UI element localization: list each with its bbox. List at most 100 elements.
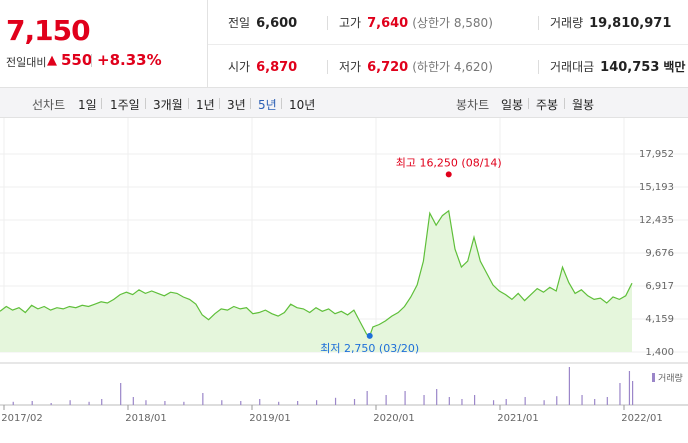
y-tick-label: 4,159 — [645, 314, 674, 325]
volume-bar — [492, 400, 495, 405]
high-value: 7,640 — [367, 16, 409, 31]
volume-bar — [474, 395, 476, 405]
divider — [145, 98, 146, 109]
volume-bar — [50, 403, 52, 405]
volume-bar — [31, 401, 33, 405]
change-value: 550 — [61, 51, 93, 69]
volume-bar — [12, 401, 14, 405]
divider — [327, 60, 328, 74]
period-1y[interactable]: 1년 — [196, 98, 215, 112]
day-low: 저가 6,720 (하한가 4,620) — [339, 58, 493, 75]
x-tick-label: 2018/01 — [125, 413, 167, 424]
candle-daily[interactable]: 일봉 — [501, 98, 524, 112]
volume-bar — [297, 401, 299, 405]
low-marker — [366, 332, 373, 339]
volume-bar — [120, 383, 122, 405]
volume-bar — [278, 401, 280, 405]
volume-bar — [101, 399, 103, 405]
trade-value-unit: 백만 — [663, 60, 686, 74]
divider — [538, 60, 539, 74]
y-tick-label: 6,917 — [645, 281, 674, 292]
volume: 거래량 19,810,971 — [550, 14, 671, 31]
high-label: 고가 — [339, 16, 362, 30]
prev-close-value: 6,600 — [256, 16, 298, 31]
divider — [281, 98, 282, 109]
volume-bar — [524, 397, 526, 405]
upper-limit: (상한가 8,580) — [412, 16, 493, 30]
volume-bar — [556, 396, 558, 405]
period-5y[interactable]: 5년 — [258, 98, 277, 112]
change-percent: +8.33% — [97, 51, 162, 69]
volume-bar — [202, 393, 204, 405]
high-annotation: 최고 16,250 (08/14) — [396, 156, 502, 169]
volume-bar — [259, 399, 261, 405]
chart-toolbar: 선차트 1일 1주일 3개월 1년 3년 5년 10년 봉차트 일봉 주봉 월봉 — [0, 88, 688, 118]
price-chart-svg: 최고 16,250 (08/14) 최저 2,750 (03/20) 17,952… — [0, 118, 688, 424]
volume-value: 19,810,971 — [589, 16, 672, 31]
low-value: 6,720 — [367, 60, 409, 75]
x-tick-label: 2022/01 — [621, 413, 663, 424]
open-label: 시가 — [228, 60, 251, 74]
divider — [564, 98, 565, 109]
open-price: 시가 6,870 — [228, 58, 297, 75]
divider — [219, 98, 220, 109]
volume-bar — [145, 400, 147, 405]
period-1d[interactable]: 1일 — [78, 98, 97, 112]
y-tick-label: 17,952 — [639, 149, 674, 160]
x-tick-label: 2017/02 — [1, 413, 43, 424]
volume-legend-swatch — [652, 373, 655, 382]
row-divider — [208, 44, 688, 45]
volume-bar — [632, 381, 634, 405]
volume-bar — [240, 401, 242, 405]
day-high: 고가 7,640 (상한가 8,580) — [339, 14, 493, 31]
x-tick-label: 2019/01 — [249, 413, 291, 424]
period-3m[interactable]: 3개월 — [153, 98, 183, 112]
volume-bar — [132, 397, 134, 405]
quote-header: 7,150 전일대비 ▲ 550 +8.33% 전일 6,600 고가 7,640(… — [0, 0, 688, 88]
volume-bar — [461, 399, 463, 405]
divider — [101, 98, 102, 109]
volume-bar — [606, 397, 608, 405]
price-area — [0, 210, 632, 352]
volume-bar — [543, 400, 545, 405]
divider — [188, 98, 189, 109]
low-label: 저가 — [339, 60, 362, 74]
volume-bar — [385, 395, 387, 405]
candle-monthly[interactable]: 월봉 — [572, 98, 595, 112]
volume-bar — [619, 383, 621, 405]
volume-bar — [334, 397, 337, 405]
volume-bar — [436, 389, 438, 405]
trade-value-label: 거래대금 — [550, 60, 595, 74]
line-chart-label: 선차트 — [32, 98, 66, 112]
volume-bar — [594, 399, 596, 405]
candle-weekly[interactable]: 주봉 — [536, 98, 559, 112]
volume-bar — [366, 391, 368, 405]
price-chart[interactable]: 최고 16,250 (08/14) 최저 2,750 (03/20) 17,952… — [0, 118, 688, 439]
trade-value-value: 140,753 — [600, 60, 660, 75]
period-1w[interactable]: 1주일 — [110, 98, 140, 112]
volume-bar — [448, 397, 450, 405]
price-line — [0, 209, 633, 337]
volume-legend-label: 거래량 — [658, 372, 683, 384]
volume-bar — [505, 399, 507, 405]
x-tick-label: 2021/01 — [497, 413, 539, 424]
candle-chart-label: 봉차트 — [456, 98, 490, 112]
divider — [538, 16, 539, 30]
y-tick-label: 9,676 — [645, 248, 674, 259]
volume-bar — [316, 400, 318, 405]
volume-bar — [353, 399, 356, 405]
y-tick-label: 15,193 — [639, 182, 674, 193]
volume-bar — [404, 391, 406, 405]
volume-bar — [183, 401, 185, 405]
divider — [528, 98, 529, 109]
change-label: 전일대비 — [6, 56, 47, 69]
volume-label: 거래량 — [550, 16, 584, 30]
prev-close-label: 전일 — [228, 16, 251, 30]
volume-bar — [423, 395, 425, 405]
period-10y[interactable]: 10년 — [289, 98, 316, 112]
up-arrow-icon: ▲ — [47, 53, 57, 68]
period-3y[interactable]: 3년 — [227, 98, 246, 112]
divider — [250, 98, 251, 109]
volume-bar — [628, 371, 631, 405]
lower-limit: (하한가 4,620) — [412, 60, 493, 74]
